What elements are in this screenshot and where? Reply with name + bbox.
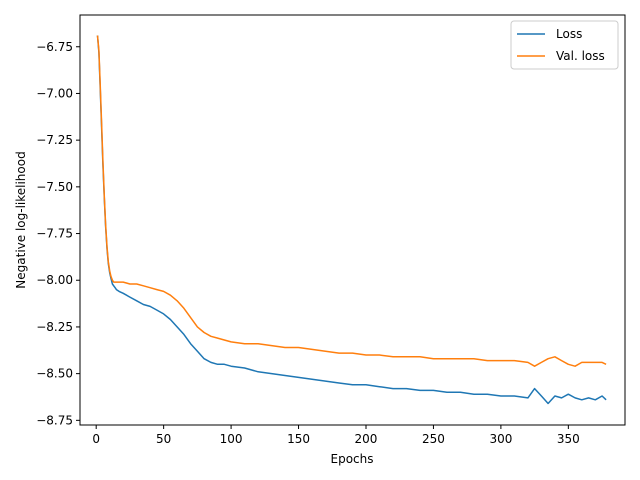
y-tick-label: −8.00: [36, 273, 73, 287]
legend-label: Loss: [556, 27, 582, 41]
y-tick-label: −8.25: [36, 320, 73, 334]
series-line-loss: [96, 35, 607, 405]
x-tick-label: 350: [557, 432, 580, 446]
series-layer: [96, 35, 607, 405]
x-tick-label: 0: [92, 432, 100, 446]
plot-frame: [79, 14, 626, 426]
x-tick-label: 100: [220, 432, 243, 446]
x-axis-label: Epochs: [331, 452, 374, 466]
y-tick-label: −8.50: [36, 367, 73, 381]
y-tick-label: −7.25: [36, 133, 73, 147]
y-axis: −6.75 −7.00 −7.25 −7.50 −7.75 −8.00 −8.25 −8.50…: [36, 40, 80, 427]
x-tick-label: 250: [422, 432, 445, 446]
legend: Loss Val. loss: [510, 20, 619, 70]
y-tick-label: −7.50: [36, 180, 73, 194]
y-tick-label: −7.00: [36, 86, 73, 100]
x-tick-label: 50: [156, 432, 171, 446]
x-tick-label: 300: [489, 432, 512, 446]
y-tick-label: −6.75: [36, 40, 73, 54]
legend-label: Val. loss: [556, 49, 605, 63]
y-axis-label: Negative log-likelihood: [14, 151, 28, 288]
y-tick-label: −8.75: [36, 413, 73, 427]
series-line-val-loss: [96, 35, 607, 367]
legend-box: [510, 20, 619, 70]
x-tick-label: 150: [287, 432, 310, 446]
x-tick-label: 200: [355, 432, 378, 446]
y-tick-label: −7.75: [36, 227, 73, 241]
x-axis: 0 50 100 150 200 250 300 350: [92, 425, 580, 446]
